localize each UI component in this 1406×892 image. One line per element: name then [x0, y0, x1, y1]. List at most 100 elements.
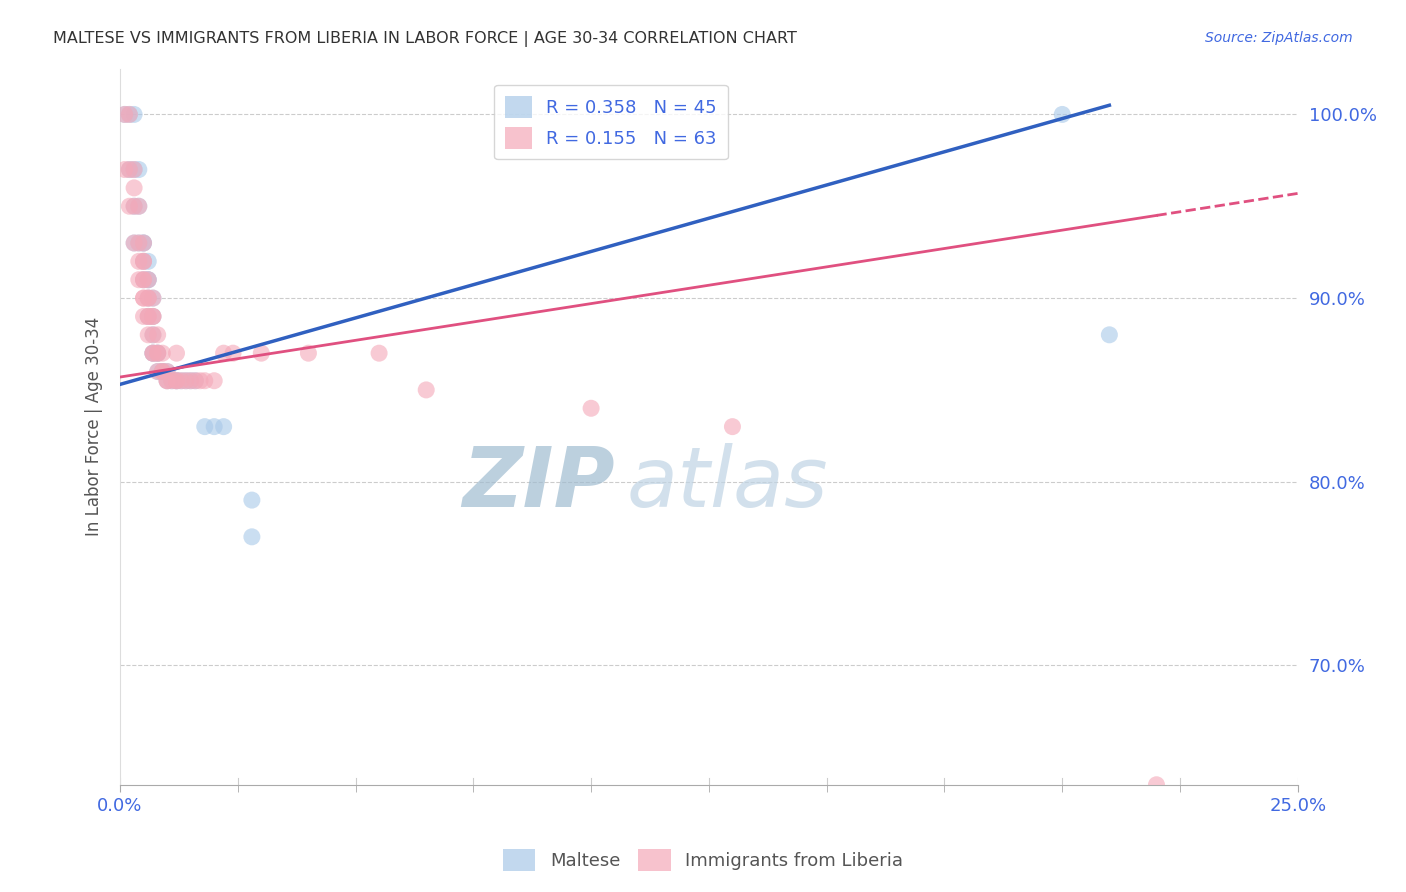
Point — [128, 199, 150, 213]
Point — [118, 162, 141, 177]
Point — [136, 273, 159, 287]
Point — [184, 374, 207, 388]
Point — [136, 310, 159, 324]
Point — [142, 310, 165, 324]
Point — [212, 346, 235, 360]
Point — [136, 291, 159, 305]
Point — [136, 327, 159, 342]
Point — [136, 310, 159, 324]
Point — [132, 254, 155, 268]
Y-axis label: In Labor Force | Age 30-34: In Labor Force | Age 30-34 — [86, 317, 103, 536]
Point — [132, 235, 155, 250]
Point — [142, 291, 165, 305]
Point — [1052, 107, 1074, 121]
Point — [1146, 778, 1168, 792]
Point — [136, 273, 159, 287]
Point — [222, 346, 245, 360]
Point — [142, 346, 165, 360]
Point — [122, 235, 145, 250]
Point — [150, 365, 173, 379]
Point — [128, 273, 150, 287]
Point — [146, 327, 169, 342]
Point — [174, 374, 197, 388]
Point — [184, 374, 207, 388]
Point — [415, 383, 437, 397]
Point — [188, 374, 211, 388]
Point — [122, 199, 145, 213]
Point — [142, 327, 165, 342]
Point — [150, 365, 173, 379]
Point — [170, 374, 193, 388]
Point — [128, 235, 150, 250]
Point — [132, 254, 155, 268]
Point — [122, 162, 145, 177]
Text: atlas: atlas — [627, 443, 828, 524]
Point — [136, 291, 159, 305]
Point — [122, 162, 145, 177]
Point — [142, 346, 165, 360]
Point — [142, 327, 165, 342]
Point — [180, 374, 202, 388]
Point — [142, 346, 165, 360]
Point — [146, 346, 169, 360]
Point — [170, 374, 193, 388]
Point — [721, 419, 744, 434]
Point — [240, 530, 263, 544]
Point — [250, 346, 273, 360]
Point — [160, 374, 183, 388]
Point — [132, 235, 155, 250]
Point — [166, 374, 188, 388]
Point — [132, 235, 155, 250]
Point — [122, 107, 145, 121]
Point — [122, 235, 145, 250]
Point — [132, 291, 155, 305]
Point — [128, 162, 150, 177]
Point — [166, 374, 188, 388]
Point — [1098, 327, 1121, 342]
Point — [156, 374, 179, 388]
Point — [166, 346, 188, 360]
Point — [136, 273, 159, 287]
Point — [174, 374, 197, 388]
Point — [156, 374, 179, 388]
Point — [122, 181, 145, 195]
Point — [136, 310, 159, 324]
Point — [128, 235, 150, 250]
Text: ZIP: ZIP — [463, 443, 614, 524]
Point — [194, 374, 217, 388]
Point — [142, 291, 165, 305]
Point — [146, 346, 169, 360]
Point — [132, 291, 155, 305]
Point — [132, 310, 155, 324]
Point — [118, 107, 141, 121]
Point — [114, 107, 136, 121]
Point — [150, 346, 173, 360]
Point — [160, 374, 183, 388]
Point — [202, 374, 225, 388]
Point — [132, 273, 155, 287]
Point — [212, 419, 235, 434]
Point — [142, 346, 165, 360]
Point — [122, 199, 145, 213]
Point — [146, 346, 169, 360]
Text: Source: ZipAtlas.com: Source: ZipAtlas.com — [1205, 31, 1353, 45]
Point — [150, 365, 173, 379]
Point — [118, 162, 141, 177]
Point — [156, 365, 179, 379]
Point — [128, 254, 150, 268]
Point — [156, 365, 179, 379]
Point — [146, 365, 169, 379]
Point — [579, 401, 602, 416]
Point — [180, 374, 202, 388]
Point — [114, 107, 136, 121]
Point — [194, 419, 217, 434]
Point — [146, 365, 169, 379]
Point — [368, 346, 391, 360]
Point — [150, 365, 173, 379]
Point — [132, 273, 155, 287]
Point — [166, 374, 188, 388]
Point — [118, 107, 141, 121]
Point — [156, 374, 179, 388]
Point — [142, 310, 165, 324]
Point — [114, 162, 136, 177]
